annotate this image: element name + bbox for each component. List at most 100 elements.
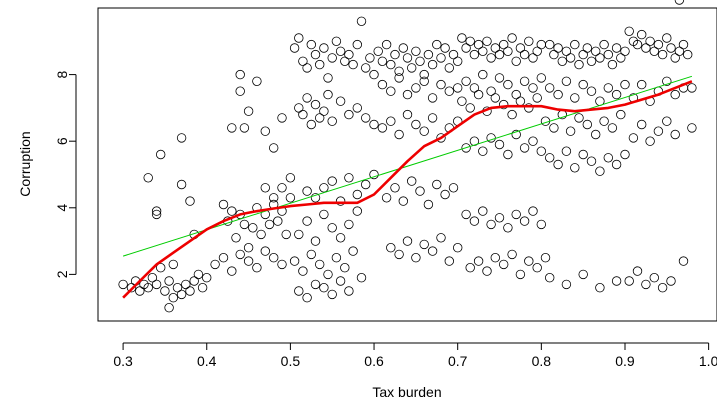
data-point <box>482 36 492 47</box>
data-point <box>310 279 321 290</box>
data-point <box>545 273 555 283</box>
data-point <box>243 256 254 266</box>
data-point <box>507 109 517 120</box>
data-point <box>444 256 455 266</box>
data-point <box>670 129 680 140</box>
data-point <box>653 39 664 50</box>
data-point <box>331 253 342 263</box>
data-point <box>603 83 614 93</box>
data-point <box>231 233 241 243</box>
data-point <box>499 99 509 110</box>
data-point <box>260 183 271 193</box>
data-point <box>239 123 250 133</box>
x-tick-label: 0.7 <box>448 353 468 369</box>
data-point <box>570 39 580 50</box>
data-point <box>545 39 555 50</box>
data-point <box>235 86 245 96</box>
data-point <box>176 289 187 300</box>
data-point <box>239 219 250 230</box>
data-point <box>298 109 308 120</box>
data-point <box>306 119 317 130</box>
data-point <box>427 59 438 70</box>
data-point <box>302 63 312 73</box>
data-point <box>453 242 463 253</box>
data-point <box>331 36 342 47</box>
data-point <box>507 33 517 43</box>
data-point <box>616 109 626 120</box>
data-point <box>457 33 467 43</box>
x-tick-label: 0.9 <box>615 353 635 369</box>
data-point <box>185 196 195 206</box>
data-point <box>352 189 363 200</box>
data-point <box>289 256 300 266</box>
data-point <box>528 136 538 146</box>
data-point <box>574 113 584 123</box>
data-point <box>176 133 187 143</box>
data-point <box>545 83 555 93</box>
data-point <box>294 229 304 240</box>
data-point <box>369 169 379 180</box>
data-point <box>411 46 421 57</box>
data-point <box>344 219 354 230</box>
data-point <box>248 223 258 233</box>
x-axis-title: Tax burden <box>372 384 441 400</box>
data-point <box>532 263 542 273</box>
data-point <box>335 196 346 206</box>
data-point <box>289 43 300 53</box>
data-point <box>315 113 325 123</box>
data-point <box>185 286 195 296</box>
data-point <box>662 116 672 126</box>
data-point <box>595 53 605 63</box>
data-point <box>398 43 409 53</box>
data-point <box>645 36 655 47</box>
data-point <box>402 53 413 63</box>
data-point <box>649 273 660 283</box>
data-point <box>524 103 534 113</box>
data-point <box>620 46 630 57</box>
data-point <box>402 236 413 246</box>
data-point <box>582 119 593 130</box>
x-tick-label: 0.6 <box>364 353 384 369</box>
data-point <box>448 183 459 193</box>
data-point <box>473 256 484 266</box>
data-point <box>386 86 396 96</box>
data-point <box>235 69 245 80</box>
smooth-fit-curve <box>122 80 693 299</box>
data-point <box>444 86 455 96</box>
plot-frame <box>97 7 717 322</box>
data-point <box>344 49 354 60</box>
data-point <box>469 216 480 226</box>
data-point <box>632 39 643 50</box>
data-point <box>678 256 689 266</box>
data-point <box>377 123 388 133</box>
data-point <box>340 263 350 273</box>
data-point <box>310 236 321 246</box>
data-point <box>419 239 429 250</box>
data-point <box>302 186 312 196</box>
data-point <box>586 156 597 166</box>
data-point <box>294 33 304 43</box>
data-point <box>432 179 442 190</box>
y-tick-label: 6 <box>54 137 70 145</box>
data-point <box>549 123 559 133</box>
data-point <box>344 173 354 183</box>
data-point <box>407 176 417 186</box>
data-point <box>126 283 137 293</box>
y-tick-label: 4 <box>54 204 70 212</box>
points-layer <box>118 0 697 313</box>
data-point <box>570 163 580 173</box>
data-point <box>394 249 404 260</box>
data-point <box>666 276 676 286</box>
data-point <box>519 216 530 226</box>
data-point <box>377 56 388 67</box>
data-point <box>277 113 287 123</box>
data-point <box>151 279 162 290</box>
data-point <box>155 149 166 160</box>
data-point <box>323 269 333 280</box>
data-point <box>561 76 572 87</box>
data-point <box>369 119 379 130</box>
data-point <box>545 153 555 163</box>
data-point <box>674 46 685 57</box>
data-point <box>511 56 521 67</box>
data-point <box>155 263 166 273</box>
